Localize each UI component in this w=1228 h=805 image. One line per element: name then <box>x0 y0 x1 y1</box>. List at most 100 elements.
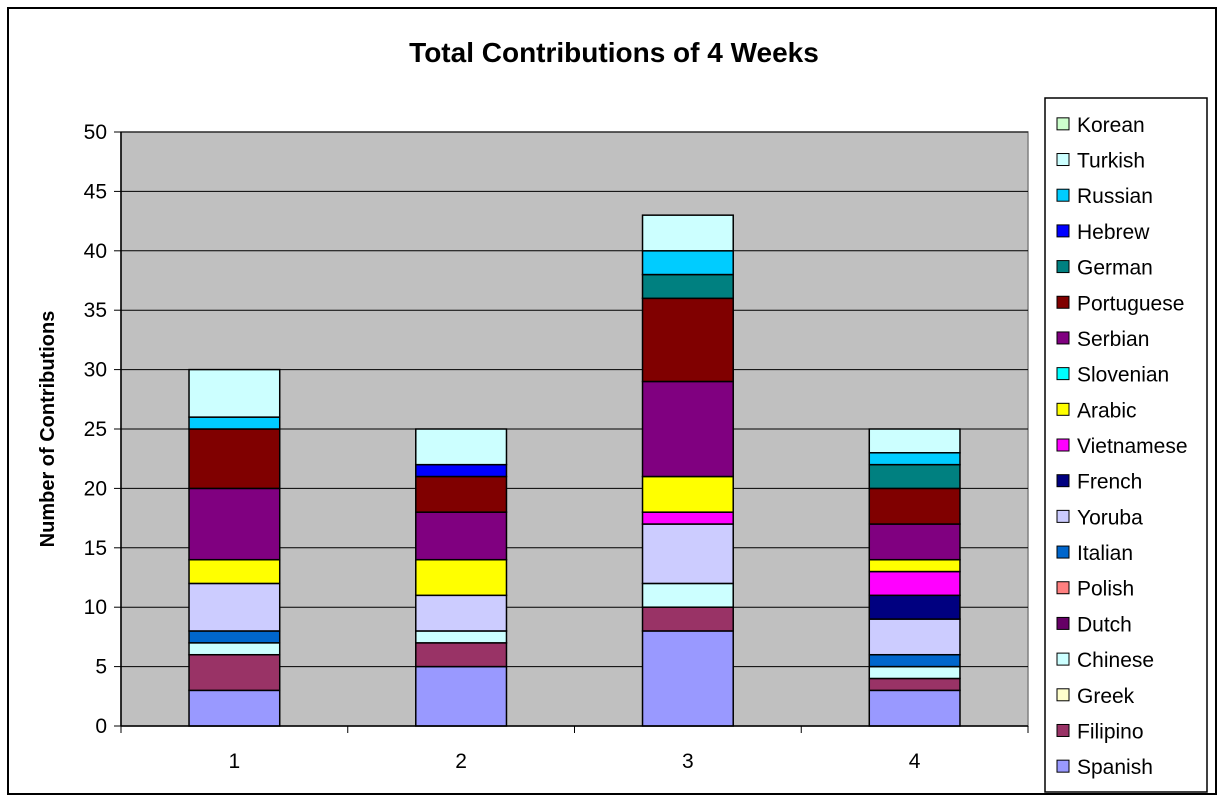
y-tick-label: 35 <box>84 299 107 322</box>
legend-swatch-filipino <box>1056 723 1070 737</box>
y-axis-label: Number of Contributions <box>37 311 59 548</box>
legend-label-spanish: Spanish <box>1077 756 1153 779</box>
legend-swatch-polish <box>1056 581 1070 595</box>
y-tick-label: 30 <box>84 359 107 382</box>
legend-swatch-turkish <box>1056 153 1070 167</box>
legend-label-turkish: Turkish <box>1077 150 1145 173</box>
bar-segment-arabic-3 <box>641 475 734 513</box>
legend-swatch-arabic <box>1056 402 1070 416</box>
legend-label-russian: Russian <box>1077 185 1153 208</box>
bar-segment-yoruba-3 <box>641 523 734 585</box>
legend-label-german: German <box>1077 257 1153 280</box>
legend-swatch-dutch <box>1056 616 1070 630</box>
legend-label-yoruba: Yoruba <box>1077 506 1143 529</box>
bar-segment-spanish-2 <box>415 665 508 727</box>
bar-segment-italian-1 <box>188 630 281 644</box>
legend-label-chinese: Chinese <box>1077 649 1154 672</box>
bar-segment-arabic-2 <box>415 558 508 597</box>
bar-segment-german-4 <box>868 463 961 490</box>
legend-swatch-slovenian <box>1056 367 1070 381</box>
bar-segment-portuguese-3 <box>641 297 734 383</box>
legend-label-arabic: Arabic <box>1077 399 1137 422</box>
legend-swatch-korean <box>1056 117 1070 131</box>
legend-label-filipino: Filipino <box>1077 720 1144 743</box>
legend-swatch-yoruba <box>1056 509 1070 523</box>
bar-segment-filipino-3 <box>641 606 734 632</box>
y-tick-label: 45 <box>84 180 107 203</box>
y-tick-label: 20 <box>84 477 107 500</box>
legend-label-french: French <box>1077 471 1142 494</box>
bar-segment-yoruba-1 <box>188 582 281 632</box>
bar-segment-turkish-4 <box>868 428 961 454</box>
legend-label-dutch: Dutch <box>1077 613 1132 636</box>
legend-label-korean: Korean <box>1077 114 1145 137</box>
bar-segment-chinese-2 <box>415 630 508 644</box>
bar-segment-yoruba-4 <box>868 618 961 656</box>
bars <box>188 214 961 727</box>
chart-title: Total Contributions of 4 Weeks <box>409 37 819 68</box>
bar-segment-serbian-2 <box>415 511 508 561</box>
bar-segment-chinese-4 <box>868 665 961 680</box>
chart-canvas: Total Contributions of 4 Weeks 0 5 10 15 20 2… <box>37 37 1208 793</box>
bar-segment-russian-4 <box>868 452 961 466</box>
bar-segment-turkish-1 <box>188 368 281 418</box>
bar-segment-french-4 <box>868 594 961 620</box>
legend-label-vietnamese: Vietnamese <box>1077 435 1188 458</box>
bar-segment-arabic-4 <box>868 558 961 573</box>
x-tick-label: 4 <box>909 750 921 773</box>
legend-swatch-spanish <box>1056 759 1070 773</box>
bar-segment-russian-1 <box>188 416 281 430</box>
legend-label-slovenian: Slovenian <box>1077 364 1169 387</box>
legend-swatch-russian <box>1056 188 1070 202</box>
y-tick-label: 5 <box>95 656 107 679</box>
bar-segment-portuguese-4 <box>868 487 961 525</box>
legend-swatch-chinese <box>1056 652 1070 666</box>
y-tick-label: 10 <box>84 596 107 619</box>
legend-label-greek: Greek <box>1077 685 1135 708</box>
legend-swatch-hebrew <box>1056 224 1070 238</box>
legend-swatch-portuguese <box>1056 295 1070 309</box>
legend: Korean Turkish Russian Hebrew German Portugue… <box>1044 97 1208 793</box>
legend-label-italian: Italian <box>1077 542 1133 565</box>
bar-segment-turkish-3 <box>641 214 734 252</box>
bar-segment-yoruba-2 <box>415 594 508 632</box>
legend-swatch-greek <box>1056 688 1070 702</box>
bar-segment-filipino-4 <box>868 677 961 692</box>
bar-segment-portuguese-1 <box>188 428 281 490</box>
bar-segment-serbian-4 <box>868 523 961 561</box>
legend-swatch-french <box>1056 474 1070 488</box>
legend-label-polish: Polish <box>1077 578 1134 601</box>
axes: 0 5 10 15 20 25 30 35 40 45 50 1 2 3 4 <box>84 121 1029 773</box>
legend-label-portuguese: Portuguese <box>1077 292 1184 315</box>
bar-segment-spanish-4 <box>868 689 961 727</box>
bar-segment-spanish-1 <box>188 689 281 727</box>
bar-segment-german-3 <box>641 273 734 300</box>
bar-segment-spanish-3 <box>641 630 734 727</box>
y-tick-label: 25 <box>84 418 107 441</box>
chart-frame: Total Contributions of 4 Weeks 0 5 10 15 20 2… <box>7 7 1217 795</box>
y-tick-label: 15 <box>84 537 107 560</box>
x-tick-label: 3 <box>682 750 694 773</box>
bar-segment-arabic-1 <box>188 558 281 585</box>
bar-segment-serbian-3 <box>641 380 734 478</box>
legend-box <box>1044 97 1208 793</box>
y-tick-label: 50 <box>84 121 107 144</box>
legend-swatch-german <box>1056 260 1070 274</box>
x-tick-label: 2 <box>455 750 467 773</box>
y-tick-label: 40 <box>84 240 107 263</box>
legend-swatch-vietnamese <box>1056 438 1070 452</box>
bar-segment-filipino-1 <box>188 653 281 692</box>
bar-segment-filipino-2 <box>415 642 508 668</box>
bar-segment-russian-3 <box>641 250 734 276</box>
legend-swatch-italian <box>1056 545 1070 559</box>
y-tick-label: 0 <box>95 715 107 738</box>
bar-segment-portuguese-2 <box>415 475 508 513</box>
legend-label-serbian: Serbian <box>1077 328 1149 351</box>
bar-segment-hebrew-2 <box>415 463 508 478</box>
bar-segment-vietnamese-4 <box>868 570 961 597</box>
bar-segment-turkish-2 <box>415 428 508 466</box>
bar-segment-vietnamese-3 <box>641 511 734 525</box>
bar-segment-chinese-3 <box>641 582 734 608</box>
legend-swatch-serbian <box>1056 331 1070 345</box>
bar-segment-chinese-1 <box>188 642 281 656</box>
